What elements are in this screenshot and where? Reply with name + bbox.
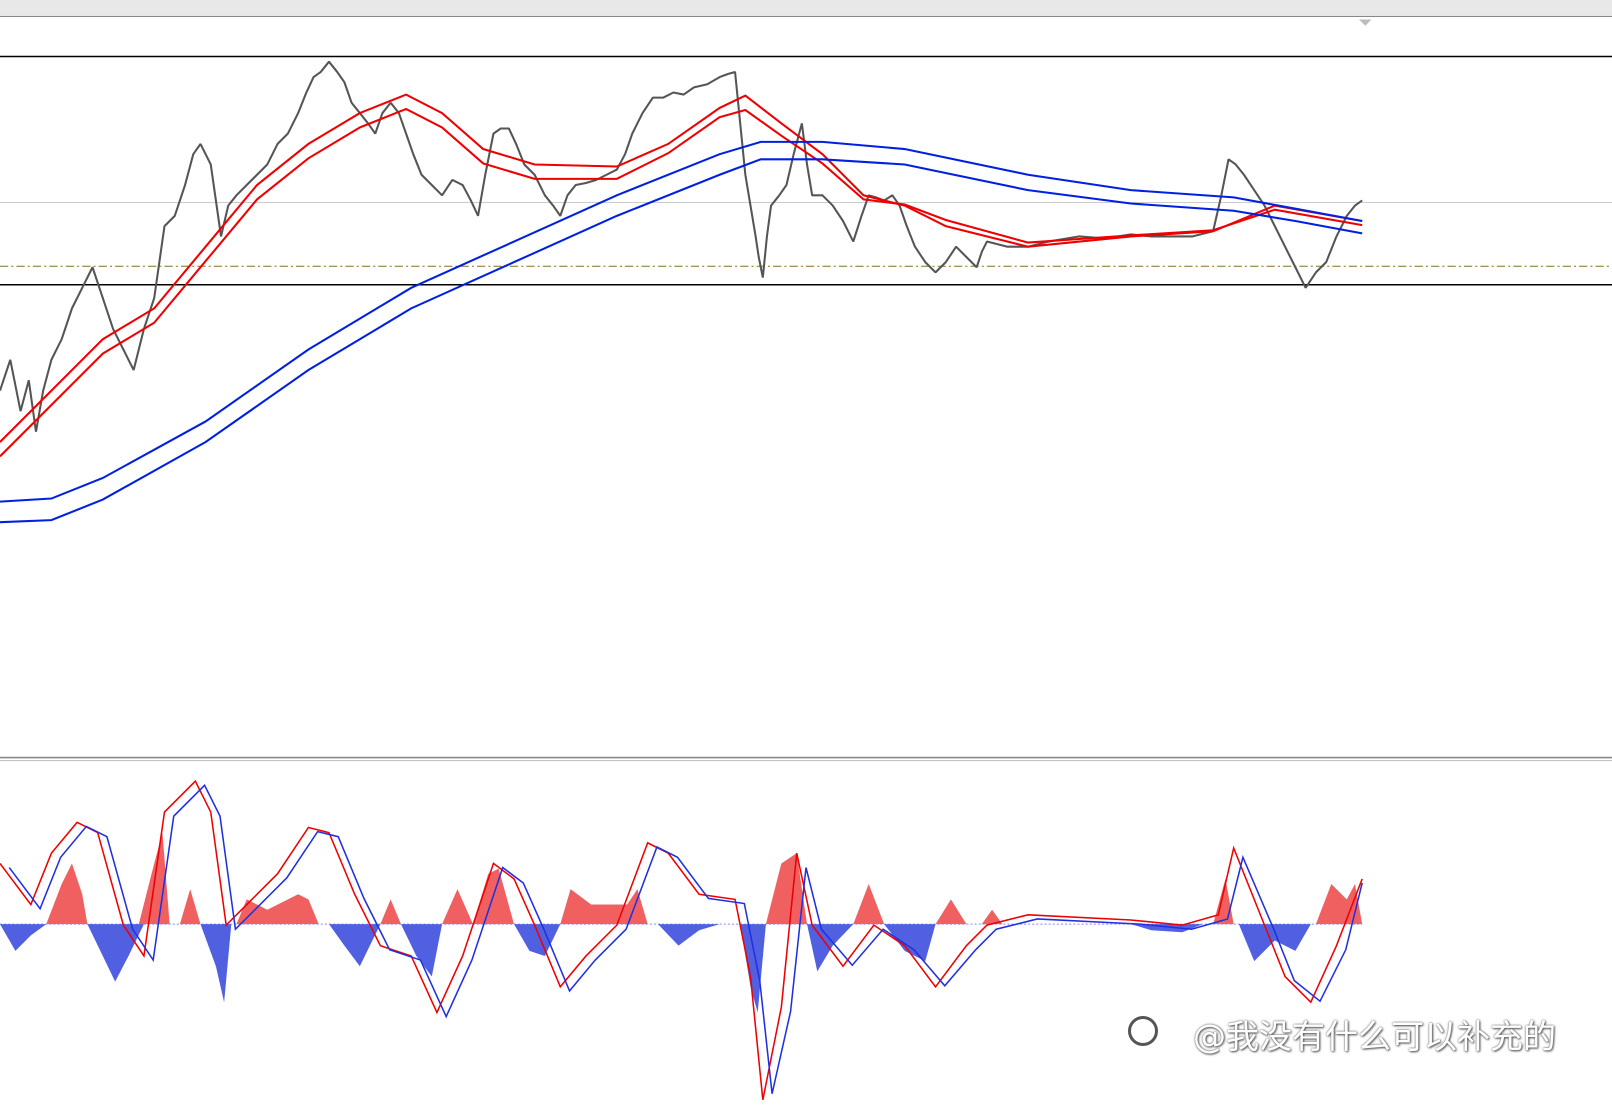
watermark-logo bbox=[1128, 1016, 1158, 1046]
ma-blue-lower bbox=[0, 158, 1363, 524]
signal-line bbox=[8, 784, 1363, 1094]
top-bar bbox=[0, 0, 1612, 16]
macd-line bbox=[0, 779, 1363, 1101]
scroll-marker bbox=[1359, 19, 1372, 26]
watermark: @我没有什么可以补充的 bbox=[1193, 1017, 1556, 1056]
macd-histogram-negative bbox=[0, 924, 1311, 1013]
ma-blue-upper bbox=[0, 140, 1363, 503]
price-candles bbox=[0, 61, 1363, 432]
ma-red-upper bbox=[0, 93, 1363, 443]
macd-histogram-positive bbox=[46, 832, 1363, 925]
ma-red-lower bbox=[0, 107, 1363, 458]
